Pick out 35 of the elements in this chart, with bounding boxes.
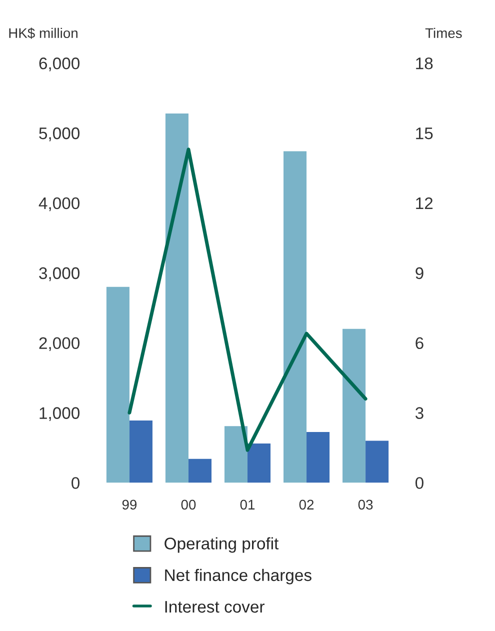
y2-axis-title: Times [425,28,462,38]
x-tick-label: 99 [122,500,137,510]
bar [342,328,366,483]
y2-tick-label: 12 [416,197,433,210]
legend-label: Operating profit [164,537,279,553]
y-tick-label: 4,000 [38,197,80,212]
y-tick-label: 5,000 [39,127,80,142]
y-tick-label: 2,000 [39,337,80,352]
y2-tick-label: 15 [416,128,433,140]
legend-label: Interest cover [165,601,264,613]
y-tick-label: 3,000 [39,267,80,282]
y2-tick-label: 6 [416,337,424,350]
bar [224,426,248,483]
y-tick-label: 1,000 [40,407,80,421]
bar [106,286,130,483]
bar [248,444,271,483]
x-tick-label: 00 [181,500,196,510]
line-series [128,148,368,452]
y-axis-title: HK$ million [9,28,78,39]
y2-tick-label: 9 [416,267,424,280]
y2-tick-label: 3 [415,407,424,419]
x-tick-label: 02 [299,500,314,510]
y-tick-label: 6,000 [39,58,80,72]
x-tick-label: 03 [358,500,373,510]
x-tick-label: 01 [240,500,255,510]
legend-label: Net finance charges [165,568,312,584]
bar [284,151,307,483]
bar [129,420,152,483]
bar [188,458,212,483]
y-tick-label: 0 [72,477,80,489]
y2-tick-label: 0 [415,477,424,489]
y2-tick-label: 18 [416,58,433,70]
bar [306,432,330,483]
bar [366,440,389,483]
bar [165,113,188,483]
